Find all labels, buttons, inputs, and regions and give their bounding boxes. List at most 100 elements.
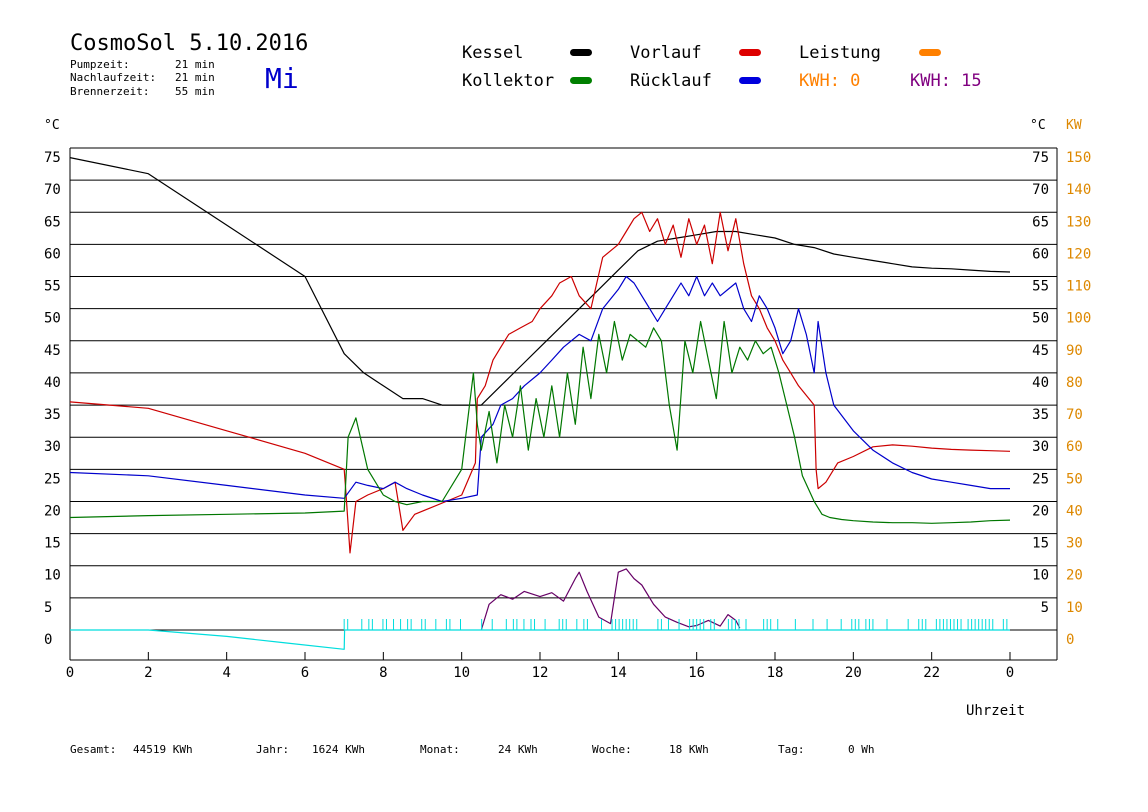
y-tick-kw: 100: [1066, 311, 1091, 327]
y-tick-kw: 40: [1066, 503, 1083, 519]
y-tick-right: 40: [1032, 375, 1049, 391]
y-axis-right: 75 70 65 60 55 50 45 40 35 30 25 20 15 10 5: [1032, 150, 1049, 616]
legend-label-kessel: Kessel: [462, 43, 523, 63]
y-tick-kw: 140: [1066, 182, 1091, 198]
legend-swatch-ruecklauf: [739, 77, 761, 84]
y-tick-kw: 20: [1066, 568, 1083, 584]
legend-kwh-purple: KWH: 15: [910, 71, 982, 91]
y-tick-right: 75: [1032, 150, 1049, 166]
pump-pulses: [343, 619, 1008, 630]
stat-value-nachlaufzeit: 21 min: [175, 71, 215, 84]
y-tick-kw: 130: [1066, 214, 1091, 230]
y-tick-right: 15: [1032, 536, 1049, 552]
y-tick-right: 10: [1032, 568, 1049, 584]
legend-label-ruecklauf: Rücklauf: [630, 71, 712, 91]
stat-label-brennerzeit: Brennerzeit:: [70, 85, 149, 98]
right-axis-unit: °C: [1030, 118, 1046, 133]
legend: Kessel Vorlauf Leistung Kollektor Rückla…: [462, 43, 982, 91]
footer-value-jahr: 1624 KWh: [312, 743, 365, 756]
stats-block: Pumpzeit: 21 min Nachlaufzeit: 21 min Br…: [70, 58, 215, 98]
y-tick-left: 45: [44, 343, 61, 359]
legend-swatch-vorlauf: [739, 49, 761, 56]
y-tick-left: 75: [44, 150, 61, 166]
y-tick-right: 60: [1032, 246, 1049, 262]
y-tick-left: 35: [44, 407, 61, 423]
x-tick-label: 22: [923, 665, 940, 681]
y-tick-kw: 60: [1066, 439, 1083, 455]
y-tick-right: 55: [1032, 279, 1049, 295]
x-tick-label: 20: [845, 665, 862, 681]
y-tick-right: 70: [1032, 182, 1049, 198]
legend-swatch-leistung: [919, 49, 941, 56]
y-tick-left: 70: [44, 182, 61, 198]
footer-value-monat: 24 KWh: [498, 743, 538, 756]
series-line-kollektor: [69, 320, 1011, 524]
y-tick-left: 30: [44, 439, 61, 455]
series-line-pumpe: [70, 629, 1010, 650]
series-line-ruecklauf: [69, 275, 1010, 503]
series-line-kwh: [480, 568, 741, 631]
y-tick-right: 30: [1032, 439, 1049, 455]
y-tick-left: 15: [44, 536, 61, 552]
y-tick-right: 25: [1032, 471, 1049, 487]
footer-label-monat: Monat:: [420, 743, 460, 756]
footer-label-woche: Woche:: [592, 743, 632, 756]
y-tick-kw: 90: [1066, 343, 1083, 359]
y-tick-kw: 70: [1066, 407, 1083, 423]
y-tick-left: 0: [44, 632, 52, 648]
y-tick-left: 25: [44, 471, 61, 487]
y-tick-left: 60: [44, 246, 61, 262]
y-tick-left: 65: [44, 214, 61, 230]
x-tick-label: 16: [688, 665, 705, 681]
series-line-vorlauf: [69, 211, 1011, 554]
y-tick-right: 50: [1032, 311, 1049, 327]
y-tick-right: 45: [1032, 343, 1049, 359]
day-label: Mi: [265, 62, 299, 95]
chart-title: CosmoSol 5.10.2016: [70, 31, 308, 56]
y-tick-kw: 50: [1066, 471, 1083, 487]
stat-label-pumpzeit: Pumpzeit:: [70, 58, 130, 71]
x-tick-label: 0: [1006, 665, 1014, 681]
y-tick-left: 50: [44, 311, 61, 327]
x-tick-label: 10: [453, 665, 470, 681]
x-tick-label: 4: [222, 665, 230, 681]
x-tick-label: 14: [610, 665, 627, 681]
x-axis: 0 2 4 6 8 10 12 14 16 18 20 22 0: [66, 652, 1014, 681]
legend-swatch-kollektor: [570, 77, 592, 84]
y-tick-left: 55: [44, 279, 61, 295]
x-tick-label: 6: [301, 665, 309, 681]
footer-stats: Gesamt: 44519 KWh Jahr: 1624 KWh Monat: …: [70, 743, 875, 756]
footer-value-gesamt: 44519 KWh: [133, 743, 193, 756]
x-axis-label: Uhrzeit: [966, 703, 1025, 719]
footer-value-woche: 18 KWh: [669, 743, 709, 756]
x-tick-label: 2: [144, 665, 152, 681]
y-tick-right: 35: [1032, 407, 1049, 423]
footer-label-jahr: Jahr:: [256, 743, 289, 756]
stat-value-pumpzeit: 21 min: [175, 58, 215, 71]
series-line-kessel: [69, 157, 1011, 406]
y-tick-left: 20: [44, 503, 61, 519]
legend-swatch-kessel: [570, 49, 592, 56]
legend-label-leistung: Leistung: [799, 43, 881, 63]
y-tick-right: 5: [1041, 600, 1049, 616]
legend-kwh-orange: KWH: 0: [799, 71, 860, 91]
x-tick-label: 0: [66, 665, 74, 681]
kw-axis-unit: KW: [1066, 118, 1082, 133]
footer-label-tag: Tag:: [778, 743, 805, 756]
y-tick-kw: 110: [1066, 279, 1091, 295]
y-tick-kw: 80: [1066, 375, 1083, 391]
y-tick-kw: 150: [1066, 150, 1091, 166]
y-tick-left: 40: [44, 375, 61, 391]
y-tick-kw: 0: [1066, 632, 1074, 648]
series-layer: [69, 157, 1011, 650]
legend-label-vorlauf: Vorlauf: [630, 43, 702, 63]
grid: [69, 147, 1058, 661]
y-tick-right: 65: [1032, 214, 1049, 230]
x-tick-label: 18: [767, 665, 784, 681]
legend-label-kollektor: Kollektor: [462, 71, 554, 91]
y-tick-kw: 10: [1066, 600, 1083, 616]
footer-label-gesamt: Gesamt:: [70, 743, 116, 756]
